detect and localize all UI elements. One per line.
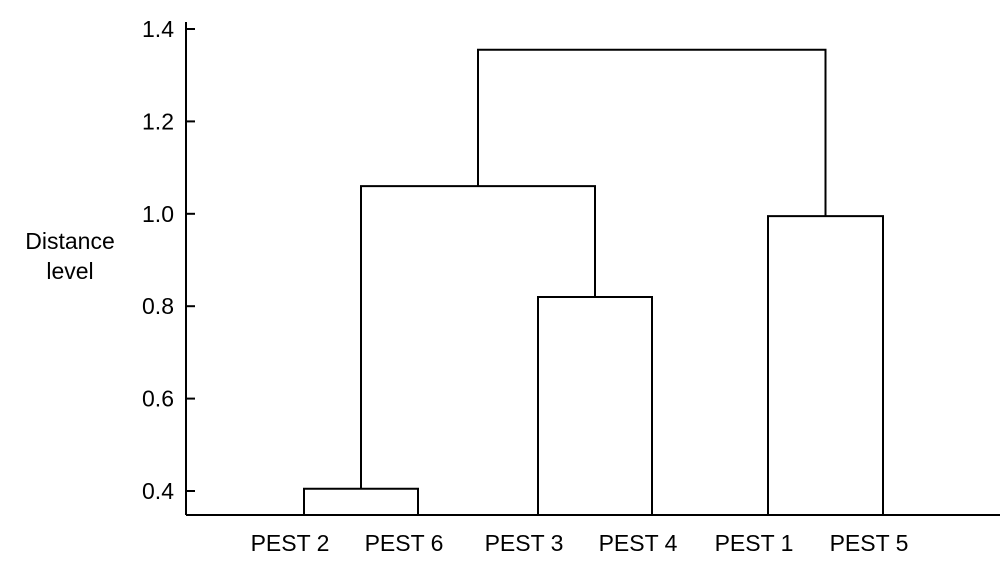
y-tick-label: 0.8	[142, 293, 174, 319]
y-axis-label: Distance level	[10, 226, 130, 286]
y-tick-label: 1.2	[142, 108, 174, 134]
leaf-label: PEST 1	[715, 530, 794, 556]
y-tick-label: 0.6	[142, 386, 174, 412]
y-tick-label: 1.0	[142, 201, 174, 227]
y-axis-ticks: 0.4 0.6 0.8 1.0 1.2 1.4	[142, 16, 195, 504]
y-tick-label: 0.4	[142, 478, 174, 504]
leaf-label: PEST 2	[251, 530, 330, 556]
y-tick-label: 1.4	[142, 16, 174, 42]
dendrogram-link	[537, 295, 653, 515]
y-axis-label-line2: level	[46, 258, 94, 284]
dendrogram-link	[767, 215, 884, 515]
leaf-label: PEST 6	[365, 530, 444, 556]
leaf-labels: PEST 2 PEST 6 PEST 3 PEST 4 PEST 1 PEST 5	[251, 530, 909, 556]
leaf-label: PEST 5	[830, 530, 909, 556]
dendrogram-link	[303, 487, 419, 515]
leaf-label: PEST 4	[599, 530, 678, 556]
dendrogram-link	[360, 185, 596, 489]
leaf-label: PEST 3	[485, 530, 564, 556]
y-axis-label-line1: Distance	[25, 228, 115, 254]
dendrogram-link	[477, 48, 827, 217]
dendrogram-links	[303, 48, 884, 515]
